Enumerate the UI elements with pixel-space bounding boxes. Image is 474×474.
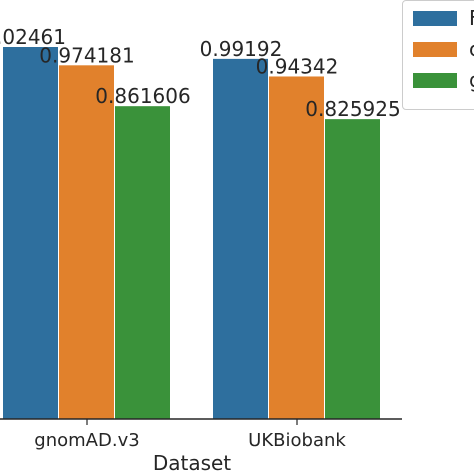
x-tick-label-1: UKBiobank: [248, 430, 346, 451]
bar-ukbiobank-series-0: [213, 58, 268, 420]
bar-ukbiobank-series-1: [269, 76, 324, 420]
legend-label-1: c: [469, 37, 474, 61]
legend-label-0: F: [469, 6, 474, 30]
x-axis-label: Dataset: [153, 451, 231, 474]
value-label-1-2: 0.825925: [305, 97, 400, 121]
bars-group: [3, 47, 380, 420]
value-label-0-2: 0.861606: [95, 84, 190, 108]
bar-ukbiobank-series-2: [325, 119, 380, 420]
legend: F c g: [402, 0, 474, 110]
legend-swatch-2: [413, 73, 457, 88]
value-label-1-0: 0.99192: [200, 37, 283, 61]
legend-swatch-1: [413, 42, 457, 57]
x-tick-label-0: gnomAD.v3: [34, 430, 139, 451]
legend-label-2: g: [469, 68, 474, 92]
value-label-0-1: 0.974181: [39, 43, 134, 67]
bar-gnomad-v3-series-0: [3, 47, 58, 419]
x-ticks-group: gnomAD.v3 UKBiobank: [34, 419, 346, 451]
bar-gnomad-v3-series-1: [59, 65, 114, 419]
value-label-0-0: .02461: [0, 25, 66, 49]
legend-swatch-0: [413, 11, 457, 26]
value-label-1-1: 0.94342: [256, 54, 339, 78]
bar-gnomad-v3-series-2: [115, 106, 170, 420]
